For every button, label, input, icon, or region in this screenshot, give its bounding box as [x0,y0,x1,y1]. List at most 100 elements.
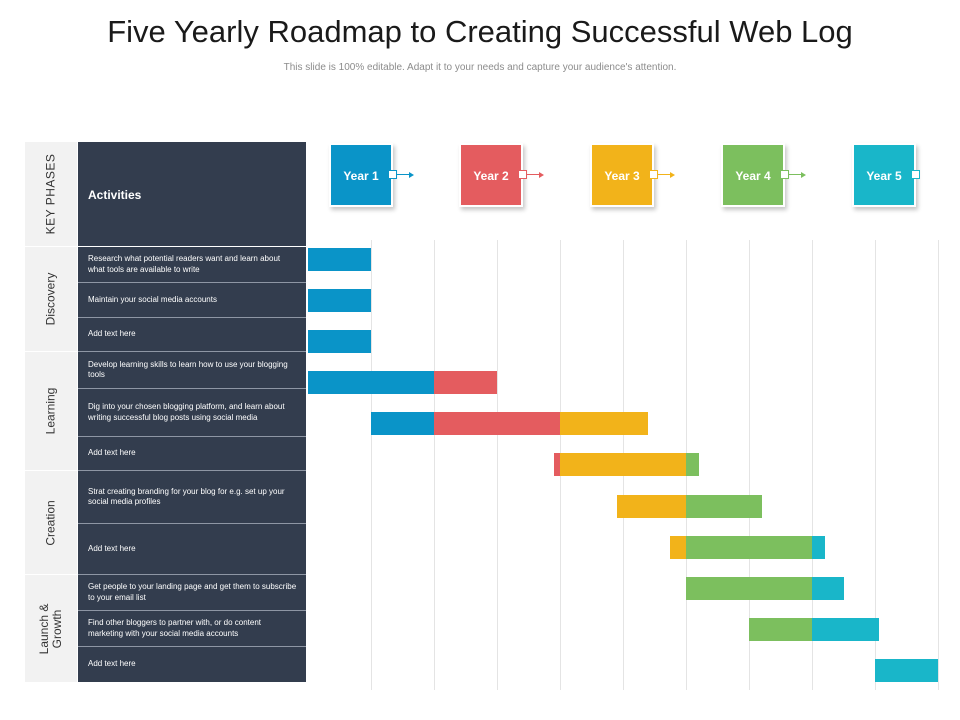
gantt-bar-segment [616,494,686,518]
activity-cell: Maintain your social media accounts [78,283,306,317]
activity-cell: Dig into your chosen blogging platform, … [78,389,306,436]
activity-divider [78,470,306,471]
connector-square-icon [649,170,658,179]
gridline [749,240,750,690]
connector-square-icon [388,170,397,179]
gantt-bar-segment [308,329,371,353]
activity-cell: Strat creating branding for your blog fo… [78,471,306,523]
activity-text: Maintain your social media accounts [88,294,217,304]
arrow-line [658,174,670,175]
activity-text: Add text here [88,543,136,553]
gantt-bar-segment [308,247,371,271]
activity-cell: Add text here [78,437,306,470]
phase-learning: Learning [25,352,77,470]
phase-creation: Creation [25,471,77,574]
gantt-bar-segment [371,411,434,435]
activity-text: Add text here [88,329,136,339]
year-label: Year 1 [343,169,379,183]
phase-label: Discovery [43,272,58,326]
arrow-right-icon [539,171,544,178]
gantt-bar-segment [686,576,812,600]
activity-divider [78,351,306,352]
gridline [371,240,372,690]
slide-title: Five Yearly Roadmap to Creating Successf… [107,14,853,49]
activity-text: Add text here [88,448,136,458]
activity-cell: Get people to your landing page and get … [78,575,306,610]
gridline [497,240,498,690]
year-box-4: Year 4 [721,143,785,207]
phase-discovery: Discovery [25,247,77,351]
activity-divider [78,523,306,524]
gantt-bar-segment [434,411,560,435]
activity-text: Get people to your landing page and get … [88,582,297,602]
gantt-bar-segment [686,452,699,476]
gantt-bar-segment [308,370,434,394]
connector-square-icon [911,170,920,179]
activity-divider [78,574,306,575]
activity-divider [78,388,306,389]
activities-header-label: Activities [88,188,142,202]
gantt-bar-segment [875,658,938,682]
phase-divider [25,574,77,575]
activity-divider [78,317,306,318]
phase-label: Launch & Growth [37,603,64,654]
activity-cell: Find other bloggers to partner with, or … [78,611,306,646]
year-label: Year 3 [604,169,640,183]
connector-square-icon [518,170,527,179]
year-label: Year 2 [473,169,509,183]
phase-divider [25,351,77,352]
phase-launch-growth: Launch & Growth [25,575,77,682]
gantt-bar-segment [686,535,812,559]
phase-divider [25,470,77,471]
activity-divider [78,436,306,437]
activity-cell: Add text here [78,647,306,682]
arrow-line [789,174,801,175]
gantt-bar-segment [812,576,844,600]
gridline [812,240,813,690]
slide-subtitle: This slide is 100% editable. Adapt it to… [283,62,677,73]
phase-header-cell: KEY PHASES [25,142,77,246]
year-box-2: Year 2 [459,143,523,207]
activity-divider [78,646,306,647]
activity-text: Find other bloggers to partner with, or … [88,618,261,638]
activity-cell: Develop learning skills to learn how to … [78,352,306,388]
gantt-bar-segment [812,535,825,559]
activities-header: Activities [78,142,306,246]
activity-text: Add text here [88,659,136,669]
phase-label: Creation [43,499,58,546]
gantt-bar-segment [560,411,649,435]
year-label: Year 4 [735,169,771,183]
gantt-bar-segment [812,617,879,641]
gantt-bar-segment [560,452,686,476]
activity-text: Develop learning skills to learn how to … [88,359,288,380]
phase-divider [25,246,77,247]
gantt-bar-segment [308,288,371,312]
activity-cell: Add text here [78,318,306,351]
gantt-bar-segment [686,494,762,518]
arrow-right-icon [801,171,806,178]
gridline [434,240,435,690]
activity-text: Strat creating branding for your blog fo… [88,486,285,507]
activity-text: Research what potential readers want and… [88,254,281,274]
arrow-right-icon [670,171,675,178]
arrow-line [397,174,409,175]
phase-label: Learning [43,387,58,435]
key-phases-label: KEY PHASES [43,153,58,235]
year-box-5: Year 5 [852,143,916,207]
gantt-bar-segment [434,370,497,394]
gantt-bar-segment [553,452,560,476]
gantt-bar-segment [669,535,686,559]
year-label: Year 5 [866,169,902,183]
activity-cell: Research what potential readers want and… [78,247,306,282]
connector-square-icon [780,170,789,179]
activity-divider [78,282,306,283]
arrow-right-icon [409,171,414,178]
gridline [875,240,876,690]
activity-divider [78,610,306,611]
gridline [938,240,939,690]
arrow-line [527,174,539,175]
year-box-3: Year 3 [590,143,654,207]
activity-cell: Add text here [78,524,306,574]
gantt-bar-segment [749,617,812,641]
activity-text: Dig into your chosen blogging platform, … [88,402,285,422]
